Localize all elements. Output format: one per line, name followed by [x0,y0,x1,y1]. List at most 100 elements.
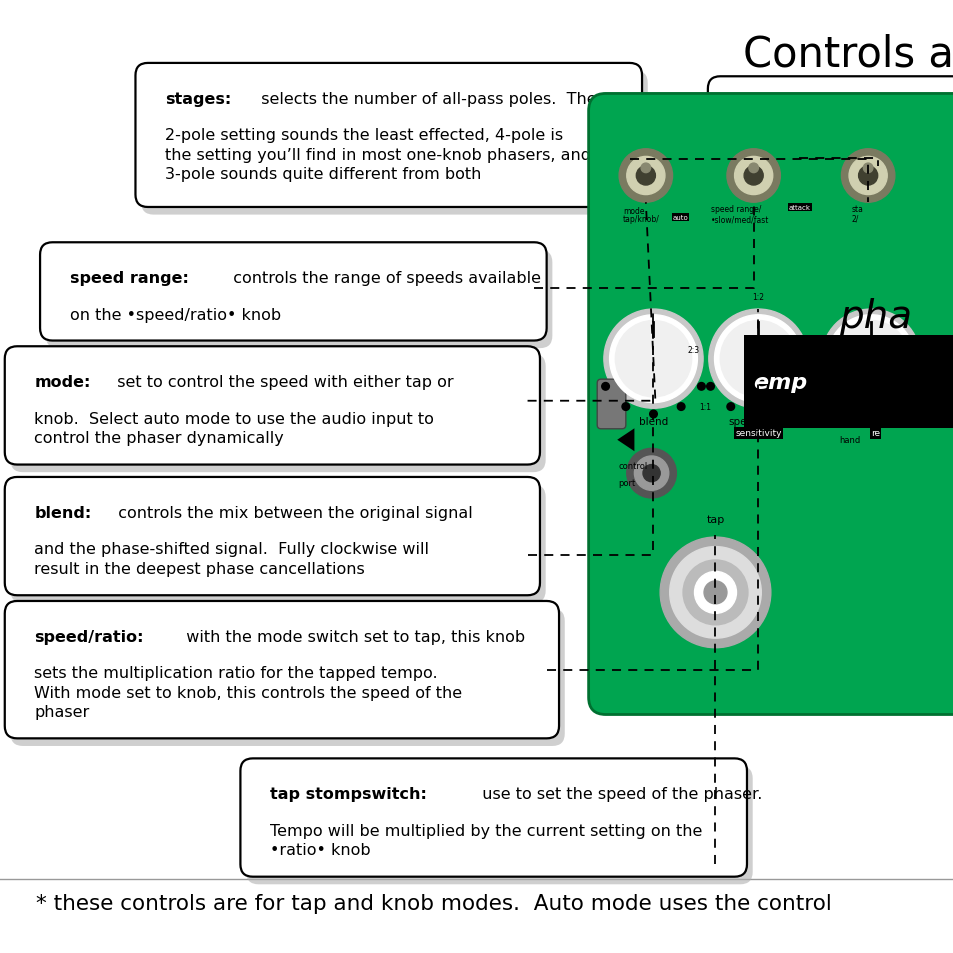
Text: auto: auto [672,214,688,220]
Text: port: port [618,478,635,488]
Circle shape [618,150,672,203]
Circle shape [819,383,826,391]
Text: speed range/: speed range/ [710,205,760,213]
Text: 1:4: 1:4 [805,402,818,412]
Circle shape [841,150,894,203]
Text: re: re [870,429,880,437]
Text: speed range:: speed range: [70,271,189,286]
Text: mode: mode [622,207,644,215]
Text: mode:: mode: [34,375,91,390]
Circle shape [642,465,659,482]
Text: pha: pha [839,297,912,335]
Circle shape [677,403,684,411]
Circle shape [703,581,726,604]
Circle shape [734,157,772,195]
Circle shape [669,547,760,639]
Circle shape [609,315,697,403]
Circle shape [682,560,747,625]
Circle shape [649,411,657,418]
Text: on the •speed/ratio• knob: on the •speed/ratio• knob [70,307,280,322]
Text: set to control the speed with either tap or: set to control the speed with either tap… [107,375,454,390]
Circle shape [636,167,655,186]
Circle shape [626,449,676,498]
Circle shape [754,411,761,418]
Text: power:: power: [731,102,790,117]
FancyBboxPatch shape [10,485,545,603]
FancyBboxPatch shape [588,94,953,715]
Text: speed/ratio:: speed/ratio: [34,629,144,644]
Text: tap: tap [705,515,724,524]
Text: sta: sta [851,205,862,213]
Text: sets the multiplication ratio for the tapped tempo.
With mode set to knob, this : sets the multiplication ratio for the ta… [34,665,462,720]
Text: 1:1: 1:1 [698,402,710,412]
Text: hand: hand [839,436,860,444]
Circle shape [832,321,908,397]
FancyBboxPatch shape [743,335,953,429]
Circle shape [826,315,914,403]
Circle shape [640,164,650,173]
FancyBboxPatch shape [46,251,552,349]
Text: knob.  Select auto mode to use the audio input to
control the phaser dynamically: knob. Select auto mode to use the audio … [34,411,434,446]
Text: tip 2.1mm jack.  12: tip 2.1mm jack. 12 [731,137,880,152]
Circle shape [659,537,770,648]
Text: tap stompswitch:: tap stompswitch: [270,786,426,801]
Circle shape [858,167,877,186]
FancyBboxPatch shape [10,355,545,473]
Text: wi: wi [870,416,882,426]
FancyBboxPatch shape [135,64,641,208]
Text: 2-pole setting sounds the least effected, 4-pole is
the setting you’ll find in m: 2-pole setting sounds the least effected… [165,128,591,182]
Circle shape [914,383,922,391]
FancyBboxPatch shape [5,601,558,739]
Circle shape [743,167,762,186]
FancyBboxPatch shape [5,347,539,465]
Circle shape [601,383,609,391]
FancyBboxPatch shape [246,766,752,884]
Text: speed/ratio: speed/ratio [728,416,787,426]
Polygon shape [617,429,634,452]
Circle shape [726,150,780,203]
Text: 2/: 2/ [851,214,859,223]
Text: sensitivity: sensitivity [735,429,781,437]
FancyBboxPatch shape [713,84,953,178]
FancyBboxPatch shape [40,243,546,341]
Circle shape [697,383,704,391]
Text: attack: attack [788,205,810,211]
Circle shape [603,310,702,409]
Text: use to set the speed of the phaser.: use to set the speed of the phaser. [472,786,762,801]
Circle shape [748,164,758,173]
Circle shape [708,310,807,409]
Text: controls the mix between the original signal: controls the mix between the original si… [108,505,473,520]
Text: Tempo will be multiplied by the current setting on the
•ratio• knob: Tempo will be multiplied by the current … [270,822,701,858]
Circle shape [720,321,796,397]
Circle shape [848,157,886,195]
Text: emp: emp [753,373,807,392]
Text: with the mode switch set to tap, this knob: with the mode switch set to tap, this kn… [175,629,524,644]
FancyBboxPatch shape [141,71,647,215]
Text: blend: blend [639,416,667,426]
FancyBboxPatch shape [597,379,625,429]
Circle shape [694,572,736,614]
Text: selects the number of all-pass poles.  The: selects the number of all-pass poles. Th… [251,91,596,107]
Text: 2:3: 2:3 [686,345,699,355]
Circle shape [615,321,691,397]
Circle shape [862,164,872,173]
Circle shape [634,456,668,491]
Circle shape [626,157,664,195]
Text: tap/knob/: tap/knob/ [622,214,659,223]
Circle shape [781,403,789,411]
Text: * these controls are for tap and knob modes.  Auto mode uses the control: * these controls are for tap and knob mo… [36,894,831,913]
Text: blend:: blend: [34,505,91,520]
Text: control: control [618,461,647,471]
Circle shape [821,310,920,409]
Circle shape [894,403,902,411]
Text: stages:: stages: [165,91,231,107]
Circle shape [621,403,629,411]
Circle shape [839,403,846,411]
FancyBboxPatch shape [5,477,539,596]
FancyBboxPatch shape [707,77,953,172]
FancyBboxPatch shape [240,759,746,877]
FancyBboxPatch shape [10,609,564,746]
Circle shape [866,411,874,418]
Circle shape [706,383,714,391]
Circle shape [726,403,734,411]
